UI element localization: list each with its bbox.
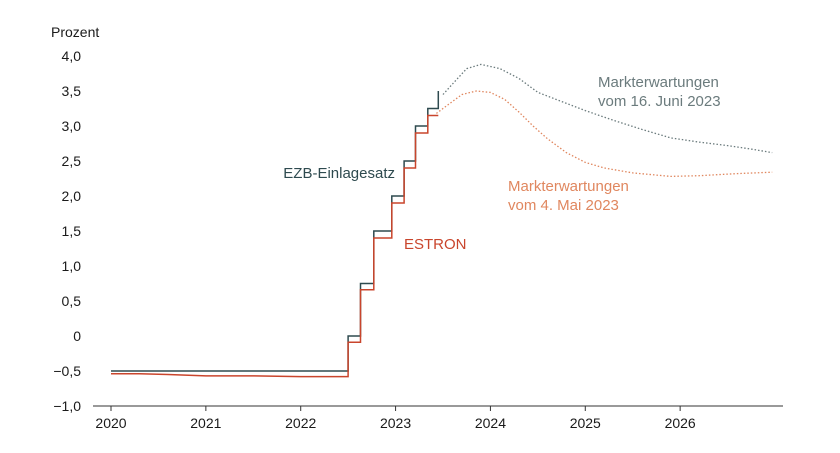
y-tick-label: 1,5 xyxy=(62,223,82,239)
y-tick-label: 0 xyxy=(73,328,81,344)
x-tick-label: 2026 xyxy=(665,415,696,431)
series-label: Markterwartungen xyxy=(508,178,629,195)
y-tick-label: 1,0 xyxy=(62,258,82,274)
y-tick-label: 3,5 xyxy=(62,83,82,99)
x-tick-label: 2020 xyxy=(95,415,126,431)
y-tick-label: 3,0 xyxy=(62,118,82,134)
x-tick-label: 2023 xyxy=(380,415,411,431)
y-axis-title: Prozent xyxy=(51,24,99,40)
series-label: vom 4. Mai 2023 xyxy=(508,197,619,214)
y-tick-label: 0,5 xyxy=(62,293,82,309)
y-tick-label: 2,0 xyxy=(62,188,82,204)
x-axis-ticks: 2020 2021 2022 2023 2024 2025 2026 xyxy=(95,406,696,431)
series-label: vom 16. Juni 2023 xyxy=(598,93,721,110)
x-tick-label: 2024 xyxy=(475,415,506,431)
x-tick-label: 2025 xyxy=(570,415,601,431)
y-axis-ticks: 4,0 3,5 3,0 2,5 2,0 1,5 1,0 0,5 0 −0,5 −1,0 xyxy=(53,48,81,414)
y-tick-label: −1,0 xyxy=(53,398,81,414)
y-tick-label: −0,5 xyxy=(53,363,81,379)
series-line-2 xyxy=(111,114,439,378)
series-labels: EZB-Einlagesatz ESTRON Markterwartungen vom… xyxy=(283,74,720,253)
series-layer xyxy=(111,63,773,378)
series-line-3 xyxy=(442,63,773,154)
y-tick-label: 2,5 xyxy=(62,153,82,169)
y-tick-label: 4,0 xyxy=(62,48,82,64)
series-label: ESTRON xyxy=(404,236,467,253)
series-line-1 xyxy=(111,91,440,372)
x-tick-label: 2022 xyxy=(285,415,316,431)
series-label: Markterwartungen xyxy=(598,74,719,91)
series-label: EZB-Einlagesatz xyxy=(283,165,395,182)
x-tick-label: 2021 xyxy=(190,415,221,431)
